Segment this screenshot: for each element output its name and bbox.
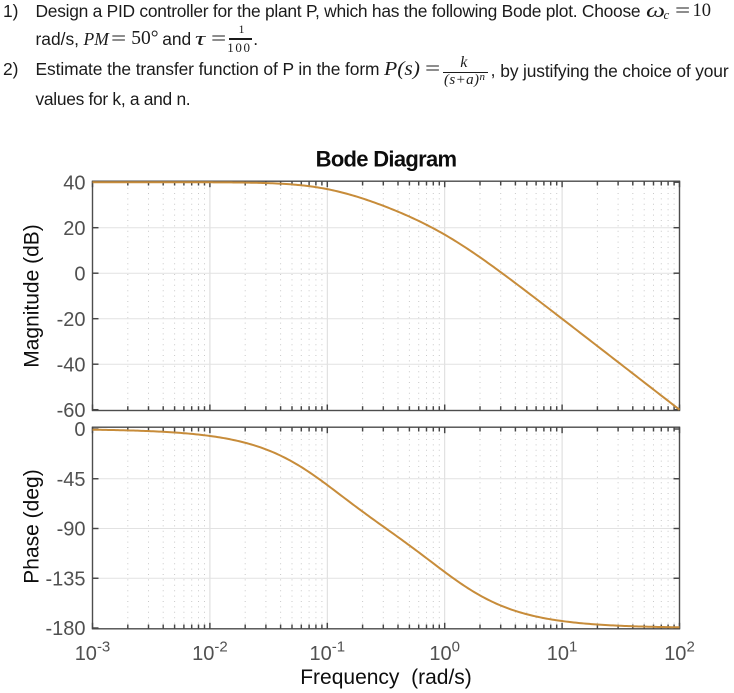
svg-text:-40: -40 bbox=[57, 354, 86, 376]
svg-text:-135: -135 bbox=[45, 569, 85, 591]
svg-text:-20: -20 bbox=[57, 309, 86, 331]
svg-text:102: 102 bbox=[664, 639, 695, 666]
svg-text:-180: -180 bbox=[45, 618, 85, 640]
svg-text:20: 20 bbox=[63, 218, 85, 240]
svg-text:Frequency (rad/s): Frequency (rad/s) bbox=[300, 666, 472, 689]
svg-text:10-2: 10-2 bbox=[192, 639, 228, 666]
svg-text:Phase (deg): Phase (deg) bbox=[21, 469, 44, 583]
svg-text:10-3: 10-3 bbox=[75, 639, 111, 666]
svg-text:40: 40 bbox=[63, 172, 85, 194]
svg-text:0: 0 bbox=[74, 263, 85, 285]
svg-text:-60: -60 bbox=[57, 400, 86, 422]
svg-text:101: 101 bbox=[547, 639, 578, 666]
svg-text:10-1: 10-1 bbox=[310, 639, 346, 666]
svg-text:0: 0 bbox=[74, 419, 85, 441]
svg-text:100: 100 bbox=[429, 639, 460, 666]
svg-text:-90: -90 bbox=[57, 519, 86, 541]
svg-text:-45: -45 bbox=[57, 469, 86, 491]
svg-text:Magnitude (dB): Magnitude (dB) bbox=[21, 224, 44, 368]
svg-text:Bode Diagram: Bode Diagram bbox=[316, 147, 457, 172]
